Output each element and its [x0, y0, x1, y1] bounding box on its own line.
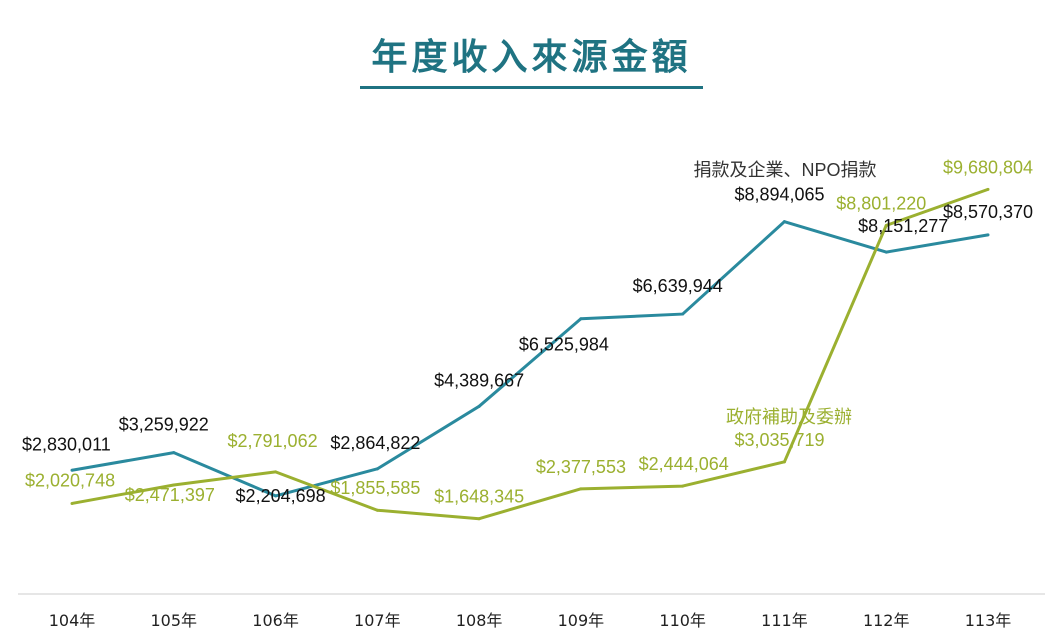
data-label: $8,151,277 — [858, 216, 948, 236]
data-point — [477, 404, 481, 408]
x-tick-label: 110年 — [659, 611, 706, 630]
data-label: $2,864,822 — [330, 433, 420, 453]
data-point — [477, 517, 481, 521]
data-label: $6,525,984 — [519, 335, 609, 355]
data-point — [681, 312, 685, 316]
data-label: $8,894,065 — [734, 185, 824, 205]
data-point — [375, 467, 379, 471]
data-label: $2,204,698 — [236, 486, 326, 506]
data-point — [782, 460, 786, 464]
title-underline — [360, 86, 703, 89]
x-tick-label: 108年 — [456, 611, 503, 630]
data-point — [70, 468, 74, 472]
data-point — [579, 487, 583, 491]
x-tick-label: 109年 — [558, 611, 605, 630]
data-point — [986, 233, 990, 237]
series-name-label: 捐款及企業、NPO捐款 — [693, 160, 876, 180]
data-point — [70, 501, 74, 505]
series-name-label: 政府補助及委辦 — [726, 407, 852, 427]
data-point — [884, 250, 888, 254]
x-tick-label: 111年 — [761, 611, 808, 630]
data-point — [986, 187, 990, 191]
data-label: $9,680,804 — [943, 157, 1033, 177]
x-tick-label: 104年 — [49, 611, 96, 630]
data-label: $8,801,220 — [836, 193, 926, 213]
data-label: $3,259,922 — [119, 415, 209, 435]
data-label: $2,471,397 — [125, 485, 215, 505]
data-label: $1,855,585 — [330, 478, 420, 498]
x-tick-label: 105年 — [151, 611, 198, 630]
data-point — [681, 484, 685, 488]
series-line-0 — [71, 220, 989, 498]
data-label: $2,377,553 — [536, 457, 626, 477]
series-line-1 — [71, 187, 989, 521]
data-label: $6,639,944 — [633, 276, 723, 296]
data-point — [274, 470, 278, 474]
data-point — [375, 508, 379, 512]
x-tick-label: 113年 — [965, 611, 1012, 630]
data-label: $2,444,064 — [639, 454, 729, 474]
data-label: $2,020,748 — [25, 470, 115, 490]
data-label: $8,570,370 — [943, 202, 1033, 222]
data-label: $4,389,667 — [434, 370, 524, 390]
data-point — [172, 451, 176, 455]
data-point — [274, 494, 278, 498]
data-point — [884, 223, 888, 227]
data-point — [782, 220, 786, 224]
data-label: $2,791,062 — [228, 431, 318, 451]
x-tick-label: 107年 — [354, 611, 401, 630]
chart-title: 年度收入來源金額 — [371, 37, 692, 78]
x-tick-label: 106年 — [252, 611, 299, 630]
data-label: $1,648,345 — [434, 487, 524, 507]
data-label: $2,830,011 — [22, 434, 111, 454]
x-tick-label: 112年 — [863, 611, 910, 630]
data-point — [579, 317, 583, 321]
data-label: $3,035,719 — [734, 430, 824, 450]
data-point — [172, 483, 176, 487]
